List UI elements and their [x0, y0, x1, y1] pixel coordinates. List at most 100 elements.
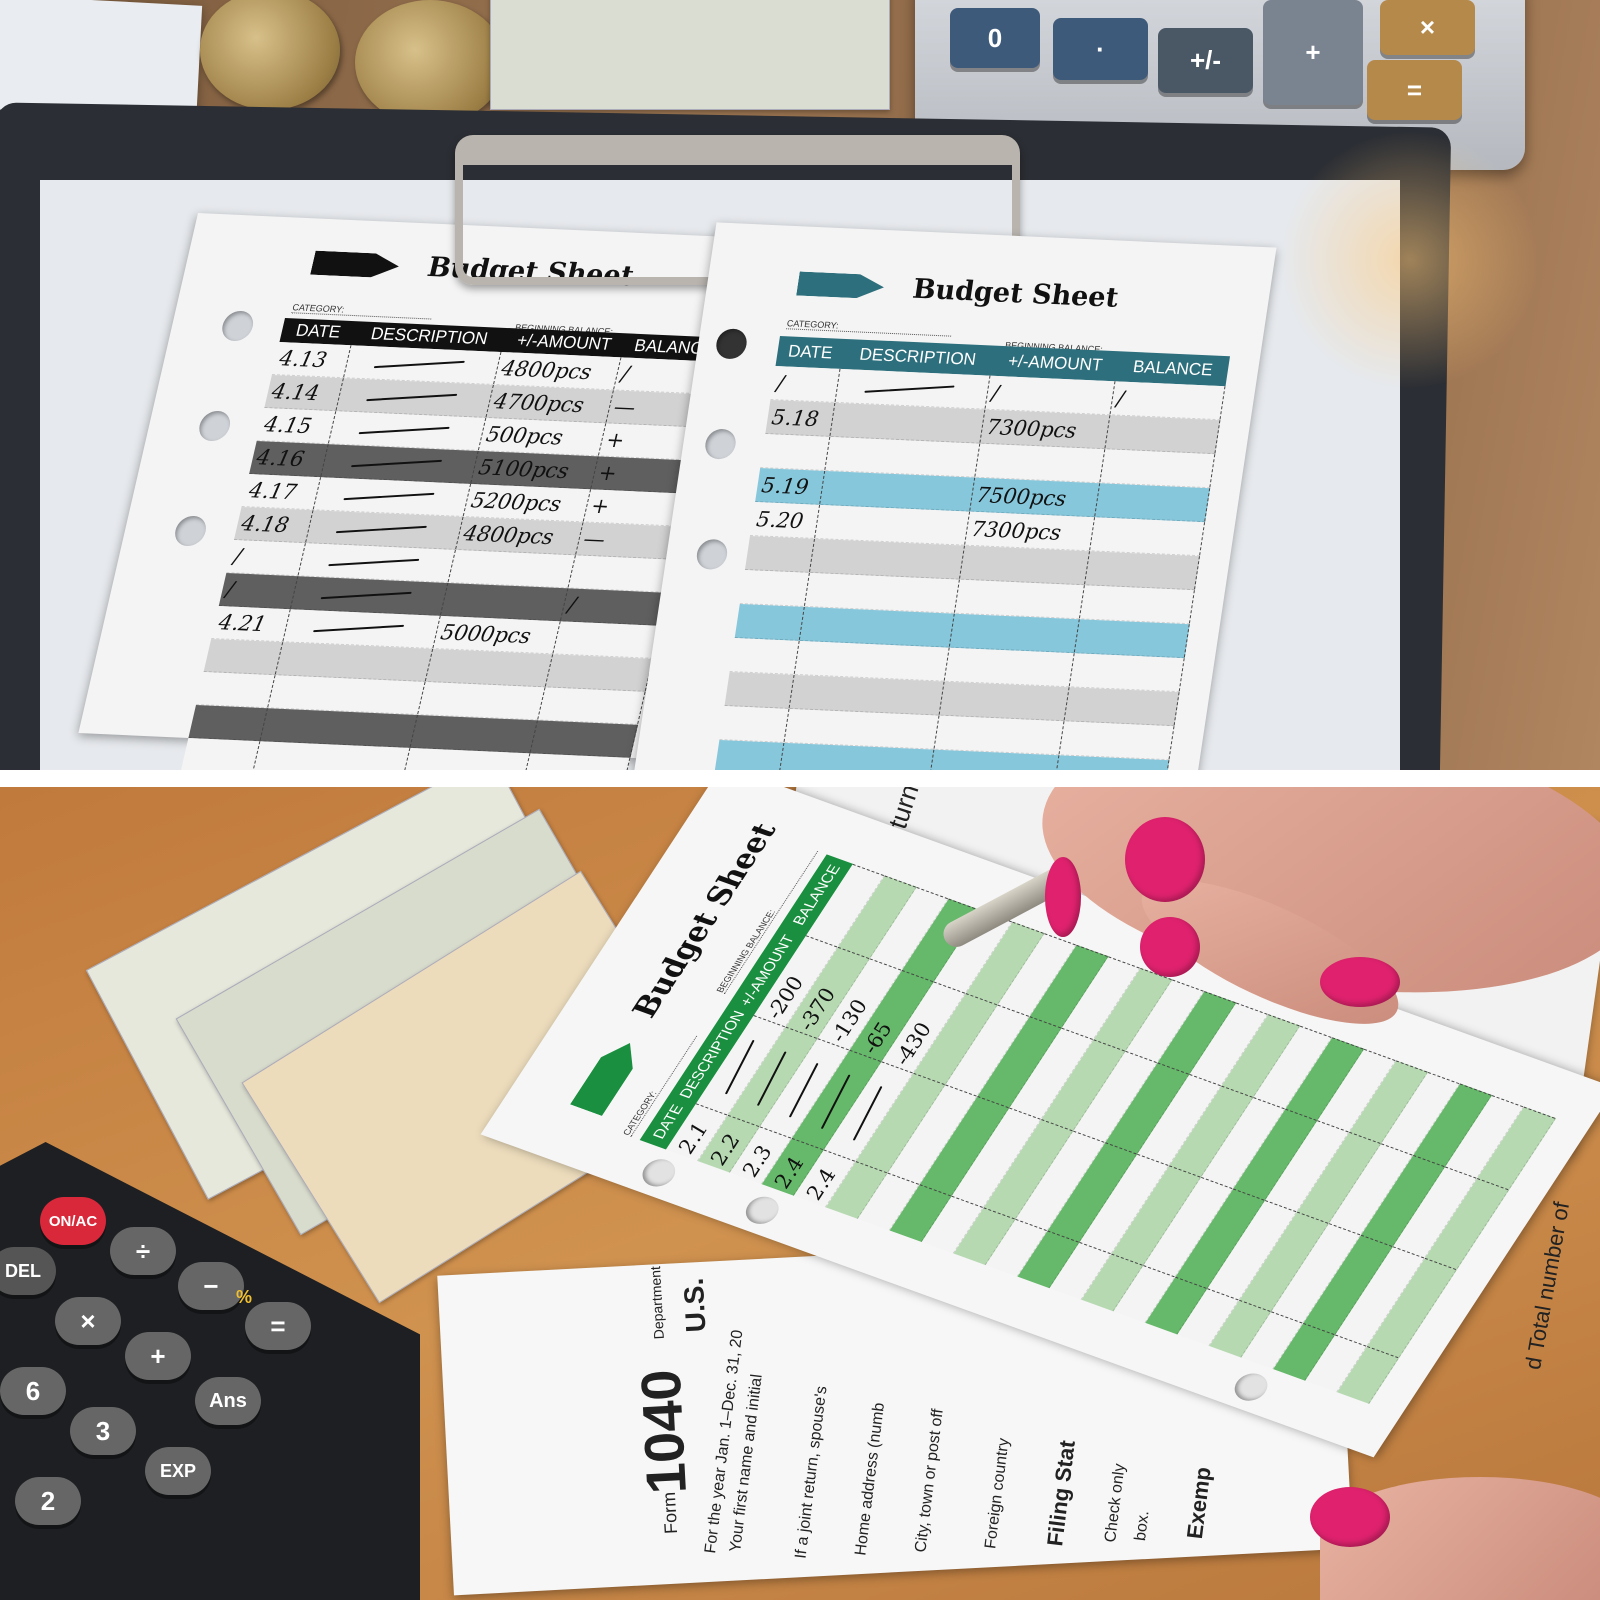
date-cell[interactable]	[745, 536, 815, 572]
key-equals[interactable]: =	[1367, 60, 1462, 120]
amount-cell[interactable]	[960, 545, 1090, 585]
balance-cell[interactable]	[568, 555, 676, 592]
description-cell[interactable]	[825, 436, 981, 477]
date-cell[interactable]	[181, 738, 261, 770]
amount-cell[interactable]	[939, 681, 1070, 721]
description-cell[interactable]	[789, 674, 945, 715]
description-cell[interactable]	[275, 642, 434, 681]
date-cell[interactable]	[196, 672, 276, 708]
date-cell[interactable]: /	[218, 573, 299, 609]
amount-cell[interactable]: /	[985, 375, 1116, 415]
amount-cell[interactable]	[410, 714, 538, 753]
amount-cell[interactable]: 5200pcs	[463, 483, 592, 522]
balance-cell[interactable]: /	[1110, 381, 1226, 420]
amount-cell[interactable]: 4700pcs	[486, 384, 614, 423]
description-cell[interactable]	[328, 411, 487, 450]
key-0[interactable]: 0	[950, 8, 1040, 68]
balance-cell[interactable]	[1069, 653, 1185, 692]
balance-cell[interactable]	[1090, 517, 1206, 556]
amount-cell[interactable]: 4800pcs	[456, 516, 584, 555]
balance-cell[interactable]	[1105, 415, 1221, 454]
balance-cell[interactable]: /	[560, 588, 669, 625]
description-cell[interactable]	[344, 345, 502, 384]
balance-cell[interactable]	[1059, 721, 1175, 760]
amount-cell[interactable]: 500pcs	[478, 417, 607, 456]
amount-cell[interactable]	[418, 681, 546, 720]
key-plus[interactable]: +	[125, 1332, 191, 1380]
key-3[interactable]: 3	[70, 1407, 136, 1455]
balance-cell[interactable]	[530, 720, 638, 757]
key-minus[interactable]: −	[178, 1262, 244, 1310]
amount-cell[interactable]	[934, 715, 1065, 755]
balance-cell[interactable]	[1085, 551, 1200, 590]
description-cell[interactable]	[321, 444, 479, 483]
date-cell[interactable]	[724, 672, 795, 708]
description-cell[interactable]	[290, 576, 449, 615]
key-multiply[interactable]: ×	[1380, 0, 1475, 55]
date-cell[interactable]: 5.19	[755, 468, 826, 504]
date-cell[interactable]: 4.18	[234, 507, 314, 543]
date-cell[interactable]	[760, 434, 831, 470]
amount-cell[interactable]	[975, 443, 1106, 483]
description-cell[interactable]	[298, 543, 456, 582]
description-cell[interactable]	[810, 538, 965, 579]
amount-cell[interactable]	[949, 613, 1080, 653]
date-cell[interactable]: 4.21	[211, 606, 291, 642]
key-sign[interactable]: +/-	[1158, 28, 1253, 93]
amount-cell[interactable]	[944, 647, 1075, 687]
date-cell[interactable]: /	[770, 366, 841, 402]
date-cell[interactable]	[719, 706, 790, 742]
date-cell[interactable]: 5.20	[750, 502, 821, 538]
balance-cell[interactable]	[1064, 687, 1180, 726]
key-del[interactable]: DEL	[0, 1247, 56, 1295]
date-cell[interactable]: 5.18	[765, 400, 836, 436]
description-cell[interactable]	[804, 572, 960, 613]
key-ans[interactable]: Ans	[195, 1377, 261, 1425]
amount-cell[interactable]	[954, 579, 1085, 619]
description-cell[interactable]	[815, 504, 971, 545]
date-cell[interactable]: 4.16	[249, 441, 329, 477]
amount-cell[interactable]: 5100pcs	[471, 450, 599, 489]
key-percent[interactable]: %	[235, 1286, 252, 1307]
date-cell[interactable]: 4.14	[264, 375, 344, 411]
date-cell[interactable]	[729, 638, 800, 674]
description-cell[interactable]	[268, 675, 426, 714]
key-equals[interactable]: =	[245, 1302, 311, 1350]
date-cell[interactable]	[203, 639, 284, 675]
description-cell[interactable]	[835, 368, 991, 409]
amount-cell[interactable]: 4800pcs	[494, 351, 622, 390]
balance-cell[interactable]	[1074, 619, 1190, 658]
description-cell[interactable]	[794, 640, 950, 681]
key-6[interactable]: 6	[0, 1367, 66, 1415]
description-cell[interactable]	[260, 708, 418, 747]
date-cell[interactable]	[739, 570, 810, 606]
amount-cell[interactable]	[425, 648, 554, 687]
description-cell[interactable]	[306, 510, 464, 549]
description-cell[interactable]	[799, 606, 955, 647]
date-cell[interactable]	[714, 740, 785, 770]
amount-cell[interactable]	[448, 549, 576, 588]
date-cell[interactable]	[734, 604, 805, 640]
amount-cell[interactable]: 7500pcs	[970, 477, 1101, 517]
balance-cell[interactable]	[545, 654, 654, 691]
description-cell[interactable]	[283, 609, 441, 648]
date-cell[interactable]: /	[226, 540, 306, 576]
balance-cell[interactable]	[1095, 483, 1211, 522]
date-cell[interactable]: 4.15	[256, 408, 337, 444]
description-cell[interactable]	[820, 470, 976, 511]
description-cell[interactable]	[313, 477, 472, 516]
description-cell[interactable]	[830, 402, 986, 443]
amount-cell[interactable]: 5000pcs	[433, 615, 561, 654]
key-plus[interactable]: +	[1263, 0, 1363, 105]
key-divide[interactable]: ÷	[110, 1227, 176, 1275]
key-2[interactable]: 2	[15, 1477, 81, 1525]
balance-cell[interactable]	[538, 687, 646, 724]
key-exp[interactable]: EXP	[145, 1447, 211, 1495]
amount-cell[interactable]: 7300pcs	[965, 511, 1096, 551]
balance-cell[interactable]	[1079, 585, 1195, 624]
balance-cell[interactable]	[553, 621, 661, 658]
date-cell[interactable]	[188, 705, 268, 741]
key-on-ac[interactable]: ON/AC	[40, 1197, 106, 1245]
amount-cell[interactable]: 7300pcs	[980, 409, 1111, 449]
amount-cell[interactable]	[440, 582, 569, 621]
